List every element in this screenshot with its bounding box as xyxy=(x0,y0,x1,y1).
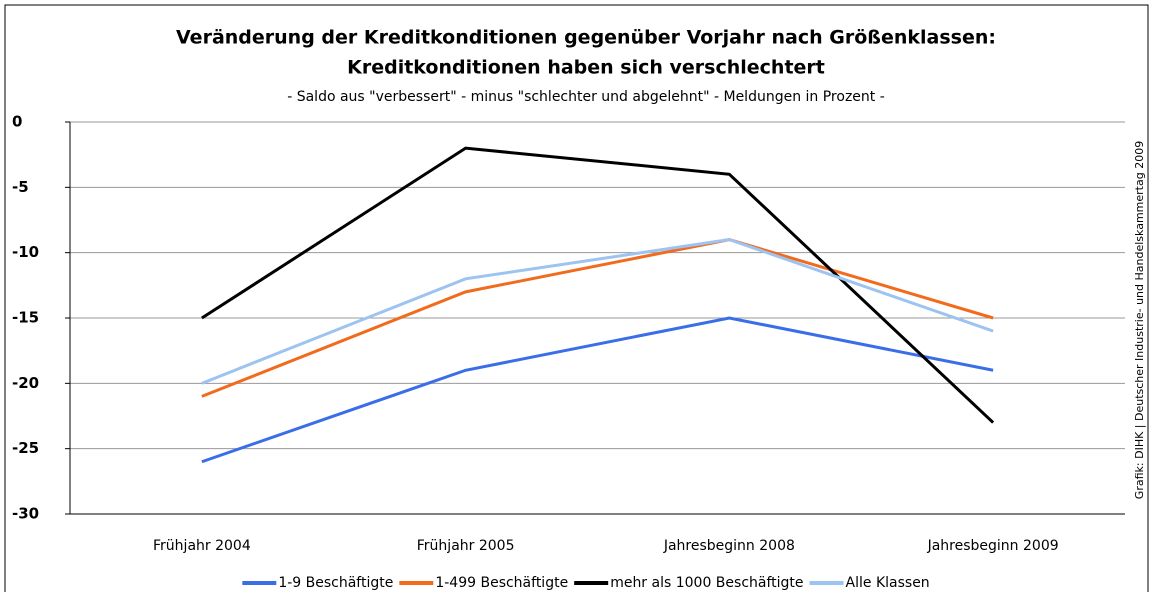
x-tick-label: Jahresbeginn 2009 xyxy=(927,538,1059,554)
series-line xyxy=(201,146,995,424)
series-line xyxy=(201,238,994,398)
chart-subtitle: - Saldo aus "verbessert" - minus "schlec… xyxy=(287,89,885,105)
y-tick-label: 0 xyxy=(12,113,22,131)
legend-label: 1-9 Beschäftigte xyxy=(278,575,393,591)
legend-label: Alle Klassen xyxy=(846,575,930,591)
y-tick-label: -5 xyxy=(12,178,29,196)
y-tick-label: -20 xyxy=(12,374,39,392)
chart-title: Veränderung der Kreditkonditionen gegenü… xyxy=(176,27,996,49)
legend-label: 1-499 Beschäftigte xyxy=(435,575,568,591)
y-tick-label: -10 xyxy=(12,243,39,261)
y-tick-label: -30 xyxy=(12,505,39,523)
x-tick-label: Frühjahr 2005 xyxy=(417,538,515,554)
y-tick-label: -25 xyxy=(12,439,39,457)
y-tick-label: -15 xyxy=(12,309,39,327)
frame xyxy=(4,4,1149,592)
legend-label: mehr als 1000 Beschäftigte xyxy=(610,575,803,591)
series-line xyxy=(201,316,994,464)
x-tick-label: Jahresbeginn 2008 xyxy=(663,538,795,554)
chart-title: Kreditkonditionen haben sich verschlecht… xyxy=(347,57,825,79)
x-tick-label: Frühjahr 2004 xyxy=(153,538,251,554)
source: Grafik: DIHK | Deutscher Industrie- und … xyxy=(1133,141,1146,499)
series-line xyxy=(201,238,994,385)
